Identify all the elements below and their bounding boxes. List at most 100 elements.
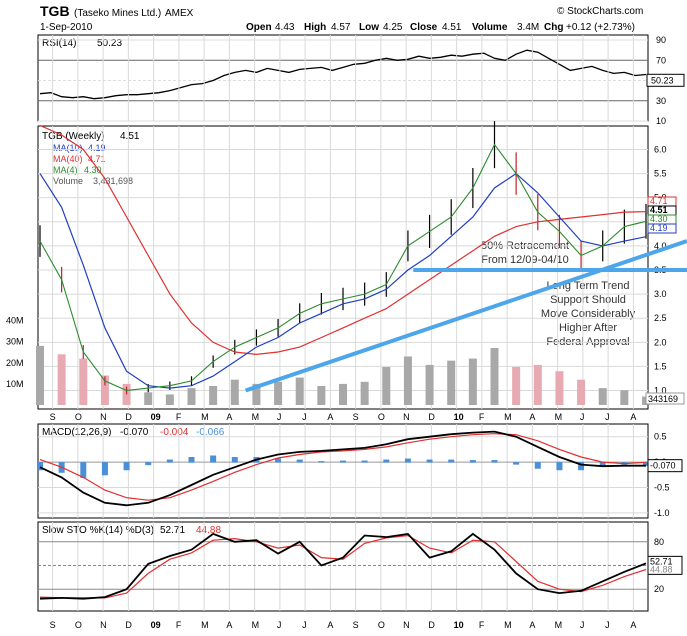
sto-xtick-label: A bbox=[529, 620, 535, 630]
price-xtick-label: F bbox=[176, 412, 182, 422]
price-xtick-label: S bbox=[353, 412, 359, 422]
volume-bar bbox=[187, 388, 196, 405]
volume-label: Volume bbox=[472, 22, 508, 33]
volume-bar bbox=[339, 383, 347, 405]
sto-xtick-label: S bbox=[353, 620, 359, 630]
sto-xtick-label: D bbox=[428, 620, 435, 630]
macd-histogram-bar bbox=[318, 461, 325, 463]
macd-value: -0.070 bbox=[120, 427, 149, 438]
legend-volume-value: 3,431,698 bbox=[93, 176, 133, 186]
sto-title: Slow STO %K(14) %D(3) bbox=[42, 525, 154, 536]
price-xtick-label: J bbox=[302, 412, 307, 422]
sto-d-value: 44.88 bbox=[196, 525, 221, 536]
price-xtick-label: M bbox=[201, 412, 209, 422]
macd-histogram-bar bbox=[80, 462, 87, 478]
sto-xtick-label: M bbox=[504, 620, 512, 630]
price-last-value: 4.51 bbox=[120, 131, 140, 142]
trendline-support bbox=[244, 239, 687, 393]
macd-histogram-bar bbox=[101, 462, 108, 476]
macd-histogram-bar bbox=[599, 462, 606, 467]
rsi-tick-label: 10 bbox=[656, 116, 666, 126]
legend-ma4-label: MA(4) bbox=[53, 165, 78, 175]
open-value: 4.43 bbox=[275, 22, 295, 33]
rsi-tick-label: 90 bbox=[656, 35, 666, 45]
sto-value-tag bbox=[647, 555, 683, 575]
macd-histogram-bar bbox=[275, 458, 282, 463]
macd-histogram-bar bbox=[37, 462, 43, 471]
legend-ma10-label: MA(10) bbox=[53, 143, 83, 153]
rsi-value: 50.23 bbox=[97, 38, 122, 49]
sto-d-line bbox=[39, 534, 647, 599]
macd-histogram-bar bbox=[188, 457, 195, 463]
volume-tag-text: 343169 bbox=[648, 394, 678, 404]
volume-bar bbox=[598, 388, 607, 405]
volume-bar bbox=[317, 386, 326, 405]
price-tick-label: 6.0 bbox=[654, 144, 667, 154]
price-xtick-label: 10 bbox=[454, 412, 464, 422]
open-label: Open bbox=[246, 22, 272, 33]
sto-k-tag-text: 52.71 bbox=[650, 556, 673, 566]
price-xtick-label: A bbox=[327, 412, 333, 422]
volume-tick-label: 30M bbox=[6, 337, 24, 347]
volume-tick-label: 40M bbox=[6, 316, 24, 326]
macd-histogram-bar bbox=[166, 459, 173, 463]
volume-value: 3.4M bbox=[517, 22, 539, 33]
price-tick-label: 5.5 bbox=[654, 169, 667, 179]
price-xtick-label: A bbox=[630, 412, 636, 422]
price-xtick-label: N bbox=[100, 412, 107, 422]
price-panel-frame bbox=[37, 125, 649, 410]
volume-bar bbox=[144, 392, 153, 405]
company-label: (Taseko Mines Ltd.) bbox=[74, 8, 161, 19]
volume-bar bbox=[274, 381, 283, 405]
macd-histogram-bar bbox=[231, 457, 238, 463]
price-xtick-label: J bbox=[277, 412, 282, 422]
volume-bar bbox=[468, 358, 477, 405]
volume-bar bbox=[36, 345, 44, 405]
volume-bar bbox=[512, 367, 521, 405]
ma4-line bbox=[39, 143, 647, 392]
volume-tick-label: 10M bbox=[6, 379, 24, 389]
macd-signal-value: -0.004 bbox=[160, 427, 189, 438]
annotation-retracement-line2: From 12/09-04/10 bbox=[481, 254, 568, 266]
macd-value-tag-text: -0.070 bbox=[650, 461, 676, 471]
macd-histogram-bar bbox=[426, 459, 433, 463]
price-xtick-label: O bbox=[378, 412, 385, 422]
chg-value: +0.12 (+2.73%) bbox=[566, 22, 635, 33]
sto-xtick-label: O bbox=[378, 620, 385, 630]
macd-histogram-bar bbox=[296, 459, 303, 463]
price-xtick-label: D bbox=[125, 412, 132, 422]
volume-bar bbox=[620, 390, 629, 405]
low-value: 4.25 bbox=[383, 22, 403, 33]
ma10-line bbox=[39, 172, 647, 389]
volume-bar bbox=[57, 354, 66, 405]
price-tick-label: 2.0 bbox=[654, 337, 667, 347]
macd-tick-label: -0.5 bbox=[654, 483, 670, 493]
sto-xtick-label: 09 bbox=[151, 620, 161, 630]
legend-ma4-value: 4.30 bbox=[84, 165, 102, 175]
sto-xtick-label: O bbox=[75, 620, 82, 630]
sto-xtick-label: J bbox=[302, 620, 307, 630]
price-xtick-label: 09 bbox=[151, 412, 161, 422]
rsi-title: RSI(14) bbox=[42, 38, 76, 49]
sto-xtick-label: M bbox=[252, 620, 260, 630]
price-tag-text: 4.51 bbox=[650, 205, 668, 215]
macd-histogram-bar bbox=[643, 462, 649, 466]
macd-panel-frame bbox=[37, 423, 649, 519]
price-tick-label: 3.0 bbox=[654, 289, 667, 299]
rsi-value-tag bbox=[646, 73, 685, 87]
macd-histogram-bar bbox=[383, 459, 390, 463]
annotation-trend-line3: Move Considerably bbox=[541, 308, 636, 320]
sto-xtick-label: D bbox=[125, 620, 132, 630]
rsi-value-tag-text: 50.23 bbox=[651, 75, 674, 85]
exchange-label: AMEX bbox=[165, 8, 194, 19]
source-label: © StockCharts.com bbox=[557, 6, 643, 17]
volume-bar bbox=[209, 386, 218, 405]
price-xtick-label: M bbox=[555, 412, 563, 422]
price-xtick-label: A bbox=[226, 412, 232, 422]
macd-histogram-bar bbox=[534, 462, 541, 469]
volume-bar bbox=[447, 360, 456, 405]
macd-histogram-bar bbox=[123, 462, 130, 471]
macd-hist-value: -0.066 bbox=[196, 427, 225, 438]
volume-bar bbox=[533, 364, 542, 405]
